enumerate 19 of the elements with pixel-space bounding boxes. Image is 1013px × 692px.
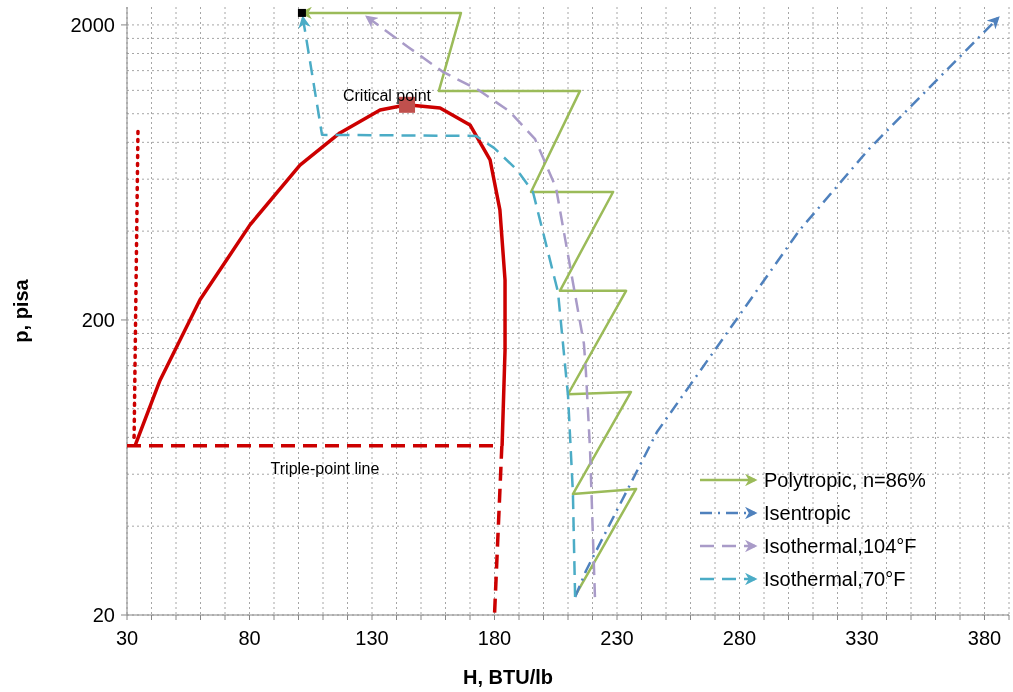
y-tick-label: 200	[81, 308, 115, 331]
annotation: Critical point	[342, 86, 432, 104]
x-tick-label: 230	[600, 627, 634, 649]
x-tick-label: 130	[355, 627, 389, 649]
x-axis-title: H, BTU/lb	[463, 666, 553, 688]
legend-label: Polytropic, n=86%	[764, 469, 926, 491]
x-tick-label: 380	[967, 627, 1002, 649]
x-tick-label: 80	[238, 627, 261, 649]
legend-label: Isentropic	[764, 502, 851, 524]
legend-label: Isothermal,104°F	[764, 535, 917, 557]
x-tick-label: 280	[722, 627, 757, 649]
x-tick-label: 30	[115, 627, 139, 649]
y-tick-label: 2000	[70, 13, 115, 36]
x-tick-label: 330	[845, 627, 879, 649]
y-axis-title: p, pisa	[10, 278, 32, 343]
y-tick-label: 20	[92, 604, 115, 626]
annotation: Triple-point line	[270, 459, 380, 477]
x-tick-label: 180	[477, 627, 512, 649]
legend-label: Isothermal,70°F	[764, 568, 906, 590]
